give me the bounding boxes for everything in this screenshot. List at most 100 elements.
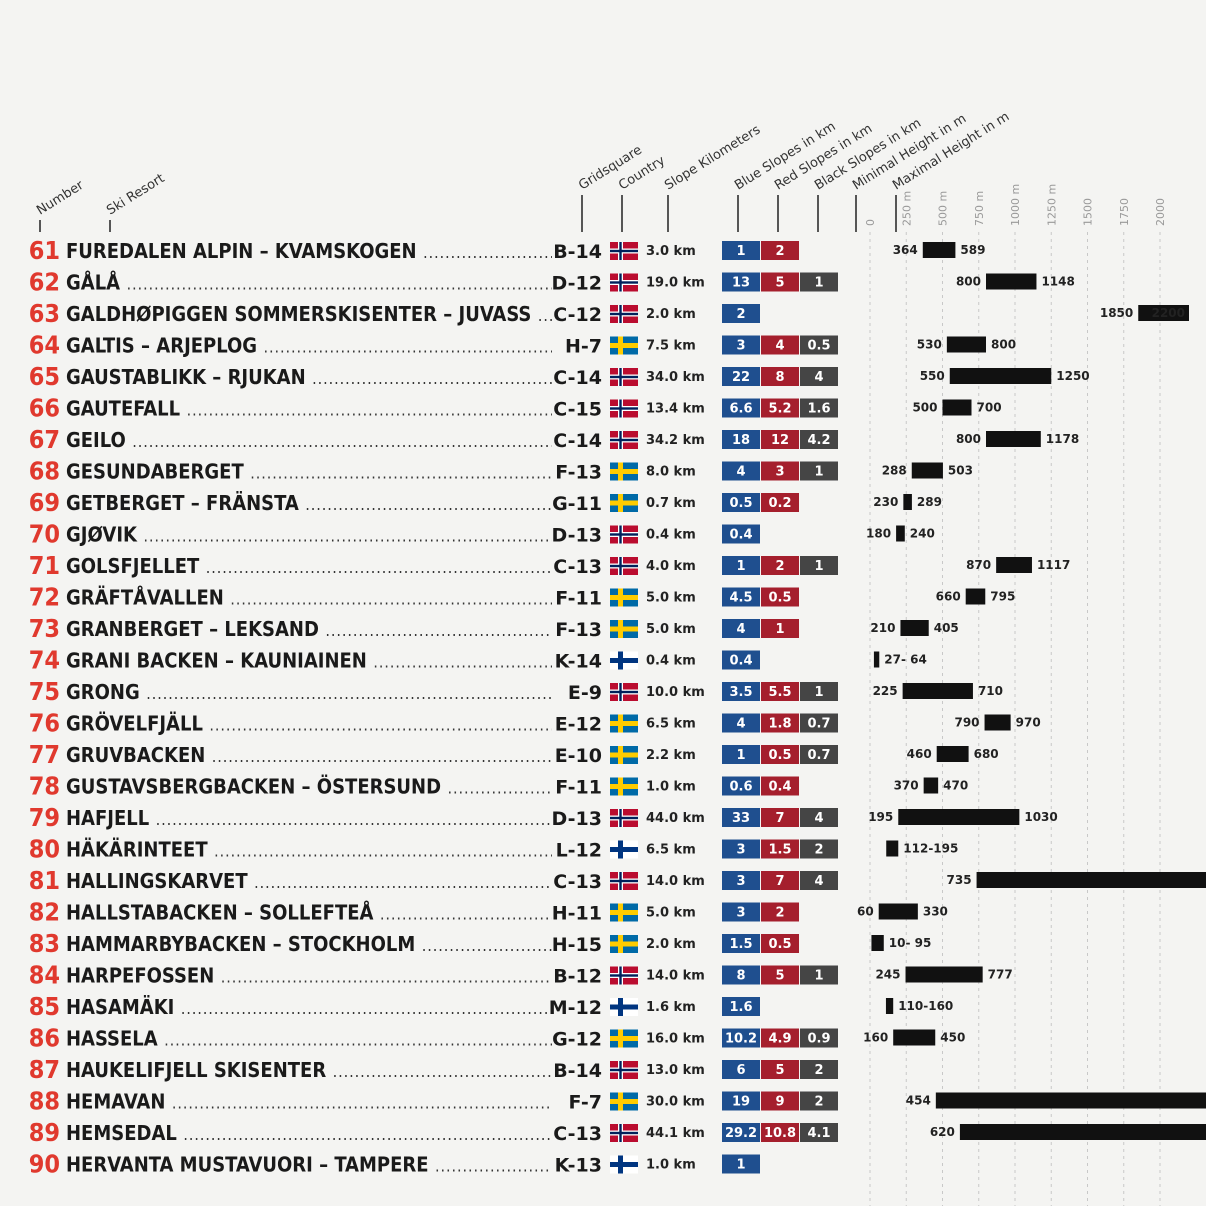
red-slope	[761, 241, 799, 260]
row-number: 79	[29, 803, 60, 832]
row-number: 69	[29, 488, 60, 517]
height-bar	[873, 651, 880, 668]
country-flag	[610, 305, 638, 323]
blue-slope-km: 19	[732, 1095, 750, 1110]
gridsquare: D-12	[552, 273, 602, 295]
gridsquare: F-11	[555, 588, 602, 610]
row-number: 88	[29, 1087, 60, 1116]
slope-km: 2.0 km	[646, 307, 696, 322]
resort-name: GRONG	[66, 680, 140, 704]
red-slope	[761, 965, 799, 985]
country-flag	[610, 809, 638, 827]
black-slope	[800, 1091, 838, 1111]
red-slope-km: 4.9	[768, 1032, 791, 1047]
height-bar	[922, 242, 956, 258]
blue-slope-km: 4	[736, 622, 745, 637]
slope-km: 5.0 km	[646, 906, 696, 921]
table-row: 82 HALLSTABACKEN – SOLLEFTEÅ H-11 5.0 km 3 2 6…	[29, 898, 948, 927]
red-slope-km: 0.5	[768, 748, 791, 763]
blue-slope-km: 0.6	[729, 780, 752, 795]
black-slope-km: 4	[814, 874, 823, 889]
column-header: Number	[34, 178, 87, 219]
row-number: 86	[29, 1024, 60, 1053]
min-height: 735	[947, 873, 972, 887]
blue-slope	[722, 587, 760, 607]
height-bar	[871, 935, 884, 951]
slope-km: 5.0 km	[646, 622, 696, 637]
black-slope	[800, 335, 838, 355]
blue-slope	[722, 1060, 760, 1079]
height-range: 110-160	[898, 999, 953, 1013]
flag-cross	[610, 407, 638, 410]
gridsquare: F-13	[555, 619, 602, 641]
max-height: 330	[923, 905, 948, 919]
max-height: 777	[988, 968, 1013, 982]
min-height: 60	[857, 905, 874, 919]
gridsquare: H-15	[552, 934, 602, 956]
blue-slope-km: 1	[736, 244, 745, 259]
resort-name: HARPEFOSSEN	[66, 964, 214, 988]
row-number: 74	[29, 646, 60, 675]
black-slope	[800, 430, 838, 449]
row-number: 68	[29, 457, 60, 486]
slope-km: 14.0 km	[646, 969, 705, 984]
blue-slope	[722, 524, 760, 544]
flag-cross	[610, 910, 638, 915]
resort-name: GAUTEFALL	[66, 397, 180, 421]
gridsquare: B-12	[553, 966, 602, 988]
red-slope	[761, 808, 799, 827]
min-height: 460	[907, 747, 932, 761]
flag-cross	[610, 974, 638, 977]
blue-slope	[722, 304, 760, 323]
max-height: 1178	[1046, 432, 1079, 446]
slope-km: 3.0 km	[646, 244, 696, 259]
flag-cross	[610, 564, 638, 568]
red-slope-km: 0.4	[768, 780, 791, 795]
blue-slope-km: 2	[736, 307, 745, 322]
height-bar	[946, 336, 986, 353]
min-height: 210	[870, 621, 895, 635]
row-number: 62	[29, 268, 60, 297]
blue-slope	[722, 839, 760, 859]
resort-name: HASSELA	[66, 1027, 158, 1051]
flag-cross	[610, 469, 638, 474]
red-slope	[761, 1091, 799, 1111]
black-slope	[800, 367, 838, 386]
black-slope-km: 1.6	[807, 402, 830, 417]
column-header: Ski Resort	[104, 171, 167, 218]
gridsquare: D-13	[552, 808, 602, 830]
flag-cross	[610, 312, 638, 316]
blue-slope-km: 0.4	[729, 528, 752, 543]
row-number: 89	[29, 1118, 60, 1147]
country-flag	[610, 620, 638, 638]
row-number: 83	[29, 929, 60, 958]
blue-slope-km: 10.2	[725, 1032, 757, 1047]
table-row: 88 HEMAVAN F-7 30.0 km 19 9 2 454	[29, 1087, 1206, 1116]
min-height: 288	[882, 464, 907, 478]
slope-km: 5.0 km	[646, 591, 696, 606]
height-bar	[949, 368, 1052, 384]
max-height: 1148	[1041, 275, 1074, 289]
blue-slope	[722, 650, 760, 670]
flag-cross	[610, 1004, 638, 1010]
red-slope	[761, 619, 799, 638]
red-slope-km: 7	[775, 811, 784, 826]
table-row: 62 GÅLÅ D-12 19.0 km 13 5 1 800 1148	[29, 268, 1075, 297]
slope-km: 44.1 km	[646, 1126, 705, 1141]
red-slope	[761, 1123, 799, 1142]
country-flag	[610, 1092, 638, 1111]
row-number: 87	[29, 1055, 60, 1084]
blue-slope	[722, 745, 760, 764]
red-slope-km: 2	[775, 244, 784, 259]
blue-slope-km: 4	[736, 717, 745, 732]
blue-slope-km: 13	[732, 276, 750, 291]
gridsquare: C-13	[553, 1123, 602, 1145]
red-slope-km: 0.2	[768, 496, 791, 511]
resort-name: HEMAVAN	[66, 1090, 165, 1114]
axis-tick-label: 2000	[1154, 198, 1167, 226]
red-slope-km: 7	[775, 874, 784, 889]
gridsquare: M-12	[549, 997, 602, 1019]
height-bar	[936, 746, 969, 762]
table-row: 74 GRANI BACKEN – KAUNIAINEN K-14 0.4 km 0.4…	[29, 646, 927, 675]
